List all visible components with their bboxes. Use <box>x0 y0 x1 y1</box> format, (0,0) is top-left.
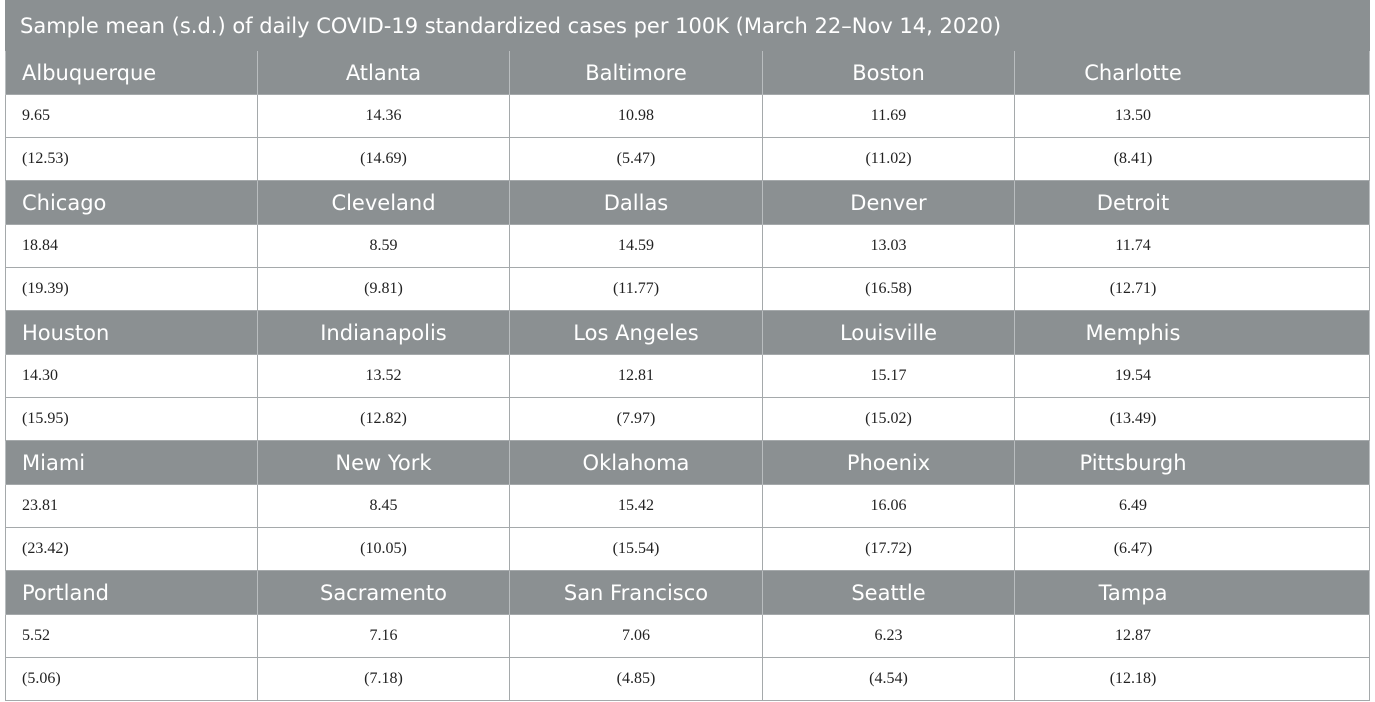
sd-cell: (12.18) <box>1013 657 1371 701</box>
mean-cell: 11.74 <box>1013 224 1371 268</box>
sd-cell: (4.54) <box>762 657 1015 701</box>
city-header: San Francisco <box>509 570 763 615</box>
city-header: Miami <box>5 440 258 485</box>
sd-cell: (8.41) <box>1013 137 1371 181</box>
header-row: Houston Indianapolis Los Angeles Louisville… <box>5 310 1371 355</box>
mean-cell: 19.54 <box>1013 354 1371 398</box>
data-row: (23.42) (10.05) (15.54) (17.72) (6.47) <box>5 527 1371 571</box>
sd-cell: (13.49) <box>1013 397 1371 441</box>
mean-cell: 8.45 <box>257 484 510 528</box>
sd-cell: (7.18) <box>257 657 510 701</box>
mean-cell: 12.87 <box>1013 614 1371 658</box>
city-header: Baltimore <box>509 50 763 95</box>
city-header: Boston <box>762 50 1015 95</box>
mean-cell: 23.81 <box>5 484 258 528</box>
sd-cell: (6.47) <box>1013 527 1371 571</box>
sd-cell: (5.06) <box>5 657 258 701</box>
sd-cell: (12.53) <box>5 137 258 181</box>
header-row: Albuquerque Atlanta Baltimore Boston Charlot… <box>5 50 1371 95</box>
sd-cell: (7.97) <box>509 397 763 441</box>
city-header: New York <box>257 440 510 485</box>
header-row: Portland Sacramento San Francisco Seattle Ta… <box>5 570 1371 615</box>
data-row: 14.30 13.52 12.81 15.17 19.54 <box>5 354 1371 398</box>
city-header: Los Angeles <box>509 310 763 355</box>
city-header: Sacramento <box>257 570 510 615</box>
mean-cell: 18.84 <box>5 224 258 268</box>
city-header: Phoenix <box>762 440 1015 485</box>
data-row: 23.81 8.45 15.42 16.06 6.49 <box>5 484 1371 528</box>
city-header: Detroit <box>1013 180 1371 225</box>
mean-cell: 8.59 <box>257 224 510 268</box>
city-header: Atlanta <box>257 50 510 95</box>
city-header: Denver <box>762 180 1015 225</box>
city-header: Albuquerque <box>5 50 258 95</box>
sd-cell: (11.77) <box>509 267 763 311</box>
mean-cell: 10.98 <box>509 94 763 138</box>
sd-cell: (11.02) <box>762 137 1015 181</box>
data-row: 5.52 7.16 7.06 6.23 12.87 <box>5 614 1371 658</box>
city-header: Indianapolis <box>257 310 510 355</box>
mean-cell: 15.42 <box>509 484 763 528</box>
header-row: Miami New York Oklahoma Phoenix Pittsburgh <box>5 440 1371 485</box>
mean-cell: 6.23 <box>762 614 1015 658</box>
sd-cell: (12.82) <box>257 397 510 441</box>
mean-cell: 14.30 <box>5 354 258 398</box>
sd-cell: (23.42) <box>5 527 258 571</box>
data-row: (12.53) (14.69) (5.47) (11.02) (8.41) <box>5 137 1371 181</box>
sd-cell: (17.72) <box>762 527 1015 571</box>
sd-cell: (14.69) <box>257 137 510 181</box>
city-header: Oklahoma <box>509 440 763 485</box>
data-row: (19.39) (9.81) (11.77) (16.58) (12.71) <box>5 267 1371 311</box>
mean-cell: 16.06 <box>762 484 1015 528</box>
sd-cell: (4.85) <box>509 657 763 701</box>
data-row: (15.95) (12.82) (7.97) (15.02) (13.49) <box>5 397 1371 441</box>
sd-cell: (9.81) <box>257 267 510 311</box>
mean-cell: 7.06 <box>509 614 763 658</box>
mean-cell: 5.52 <box>5 614 258 658</box>
city-header: Charlotte <box>1013 50 1371 95</box>
sd-cell: (5.47) <box>509 137 763 181</box>
mean-cell: 13.52 <box>257 354 510 398</box>
data-table: Sample mean (s.d.) of daily COVID-19 sta… <box>4 0 1371 701</box>
city-header: Pittsburgh <box>1013 440 1371 485</box>
mean-cell: 11.69 <box>762 94 1015 138</box>
title-row: Sample mean (s.d.) of daily COVID-19 sta… <box>4 0 1371 51</box>
sd-cell: (16.58) <box>762 267 1015 311</box>
city-header: Memphis <box>1013 310 1371 355</box>
sd-cell: (15.02) <box>762 397 1015 441</box>
sd-cell: (10.05) <box>257 527 510 571</box>
mean-cell: 6.49 <box>1013 484 1371 528</box>
sd-cell: (15.95) <box>5 397 258 441</box>
data-row: (5.06) (7.18) (4.85) (4.54) (12.18) <box>5 657 1371 701</box>
data-row: 9.65 14.36 10.98 11.69 13.50 <box>5 94 1371 138</box>
mean-cell: 13.03 <box>762 224 1015 268</box>
mean-cell: 12.81 <box>509 354 763 398</box>
table-title: Sample mean (s.d.) of daily COVID-19 sta… <box>4 0 1371 51</box>
mean-cell: 9.65 <box>5 94 258 138</box>
mean-cell: 13.50 <box>1013 94 1371 138</box>
sd-cell: (15.54) <box>509 527 763 571</box>
mean-cell: 15.17 <box>762 354 1015 398</box>
city-header: Portland <box>5 570 258 615</box>
header-row: Chicago Cleveland Dallas Denver Detroit <box>5 180 1371 225</box>
sd-cell: (19.39) <box>5 267 258 311</box>
city-header: Seattle <box>762 570 1015 615</box>
mean-cell: 14.59 <box>509 224 763 268</box>
mean-cell: 14.36 <box>257 94 510 138</box>
city-header: Cleveland <box>257 180 510 225</box>
data-row: 18.84 8.59 14.59 13.03 11.74 <box>5 224 1371 268</box>
mean-cell: 7.16 <box>257 614 510 658</box>
city-header: Dallas <box>509 180 763 225</box>
city-header: Tampa <box>1013 570 1371 615</box>
sd-cell: (12.71) <box>1013 267 1371 311</box>
city-header: Louisville <box>762 310 1015 355</box>
city-header: Houston <box>5 310 258 355</box>
table-container: Sample mean (s.d.) of daily COVID-19 sta… <box>4 0 1371 701</box>
city-header: Chicago <box>5 180 258 225</box>
